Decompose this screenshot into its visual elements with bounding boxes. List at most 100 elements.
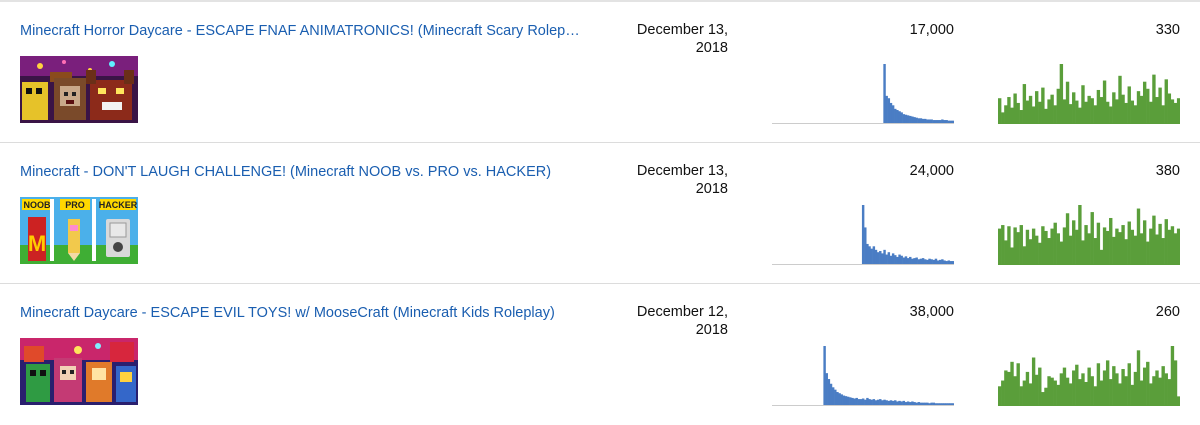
views-bar [887, 98, 891, 123]
likes-bar [1136, 208, 1141, 264]
views-bar [883, 64, 886, 123]
likes-bar [998, 228, 1002, 264]
views-bar [947, 120, 951, 123]
likes-bar [1007, 97, 1011, 123]
publish-date: December 12, 2018 [600, 303, 728, 339]
likes-bar [1176, 98, 1180, 123]
likes-baseline [998, 123, 1180, 124]
likes-bar [1142, 367, 1147, 405]
views-bar [934, 258, 938, 264]
likes-bar [1149, 383, 1153, 405]
likes-bar [1164, 79, 1168, 123]
likes-bar [1136, 91, 1141, 123]
views-bar [868, 246, 871, 264]
video-title-link[interactable]: Minecraft - DON'T LAUGH CHALLENGE! (Mine… [20, 164, 552, 180]
views-bar [919, 258, 923, 264]
likes-bar [1090, 212, 1094, 264]
views-count: 17,000 [909, 22, 954, 38]
views-bar [947, 403, 951, 405]
likes-bar [1025, 229, 1030, 264]
views-bar [921, 118, 925, 123]
video-thumbnail[interactable] [20, 338, 138, 405]
likes-sparkline-chart [998, 205, 1180, 265]
views-bar [932, 120, 936, 123]
likes-bar [1130, 229, 1135, 264]
likes-baseline [998, 264, 1180, 265]
likes-bar [1109, 379, 1113, 405]
likes-bar [1035, 235, 1039, 264]
views-bar [846, 396, 850, 405]
views-bar [902, 400, 906, 405]
likes-bar [1047, 238, 1051, 264]
likes-bar [1099, 249, 1104, 264]
likes-bar [1056, 384, 1060, 405]
likes-bar [1093, 105, 1098, 123]
likes-bar [1105, 101, 1110, 123]
likes-bar [1109, 217, 1113, 264]
views-bar [891, 105, 895, 123]
likes-bar [1062, 367, 1067, 405]
views-bar [934, 120, 938, 123]
views-bar [827, 379, 831, 405]
likes-bar [1124, 376, 1128, 405]
likes-sparkline[interactable] [998, 62, 1180, 124]
likes-bar [1059, 241, 1064, 264]
likes-bar [1118, 383, 1122, 405]
views-bar [936, 403, 940, 405]
video-thumbnail[interactable]: NOOB PRO HACKER M [20, 197, 138, 264]
likes-bar [1031, 357, 1036, 405]
likes-bar [1124, 239, 1128, 264]
likes-sparkline[interactable] [998, 203, 1180, 265]
views-baseline [772, 264, 954, 265]
views-bar [943, 260, 946, 264]
views-sparkline[interactable] [772, 344, 954, 406]
video-thumbnail[interactable] [20, 56, 138, 123]
likes-sparkline-chart [998, 346, 1180, 406]
likes-bar [1081, 85, 1085, 123]
likes-bar [1035, 374, 1039, 405]
likes-bar [1075, 364, 1079, 405]
likes-bar [1167, 379, 1172, 405]
views-bar [906, 258, 910, 264]
views-bar [930, 119, 933, 123]
views-bar [829, 383, 833, 405]
likes-bar [1152, 74, 1156, 123]
views-bar [909, 256, 912, 264]
views-bar [924, 259, 927, 264]
video-title-link[interactable]: Minecraft Horror Daycare - ESCAPE FNAF A… [20, 23, 580, 39]
likes-bar [1050, 94, 1054, 123]
likes-bar [1105, 230, 1110, 264]
views-bar [949, 261, 953, 264]
likes-bar [1062, 99, 1067, 123]
views-sparkline[interactable] [772, 203, 954, 265]
views-bar [896, 401, 899, 405]
views-bar [900, 112, 903, 123]
views-bar [831, 387, 835, 405]
views-bar [864, 227, 867, 264]
views-bar [876, 252, 880, 264]
likes-bar [1010, 107, 1014, 123]
likes-bar [1068, 104, 1073, 123]
likes-bar [1004, 105, 1008, 123]
likes-bar [1155, 370, 1159, 405]
likes-bar [1078, 379, 1082, 405]
views-bar [913, 258, 916, 264]
views-bar [872, 246, 876, 264]
likes-bar [1170, 346, 1175, 405]
views-bar [945, 120, 948, 123]
video-title-link[interactable]: Minecraft Daycare - ESCAPE EVIL TOYS! w/… [20, 305, 555, 321]
likes-bar [1139, 233, 1144, 264]
views-bar [844, 396, 848, 405]
views-sparkline[interactable] [772, 62, 954, 124]
likes-bar [1053, 105, 1057, 123]
likes-sparkline[interactable] [998, 344, 1180, 406]
likes-bar [1025, 100, 1030, 123]
table-top-border [0, 0, 1200, 2]
views-bar [825, 373, 828, 405]
likes-bar [1065, 81, 1070, 123]
likes-bar [1022, 84, 1027, 123]
likes-bar [1127, 221, 1131, 264]
likes-bar [1093, 238, 1098, 264]
likes-bar [1096, 89, 1101, 123]
likes-bar [1133, 371, 1138, 405]
